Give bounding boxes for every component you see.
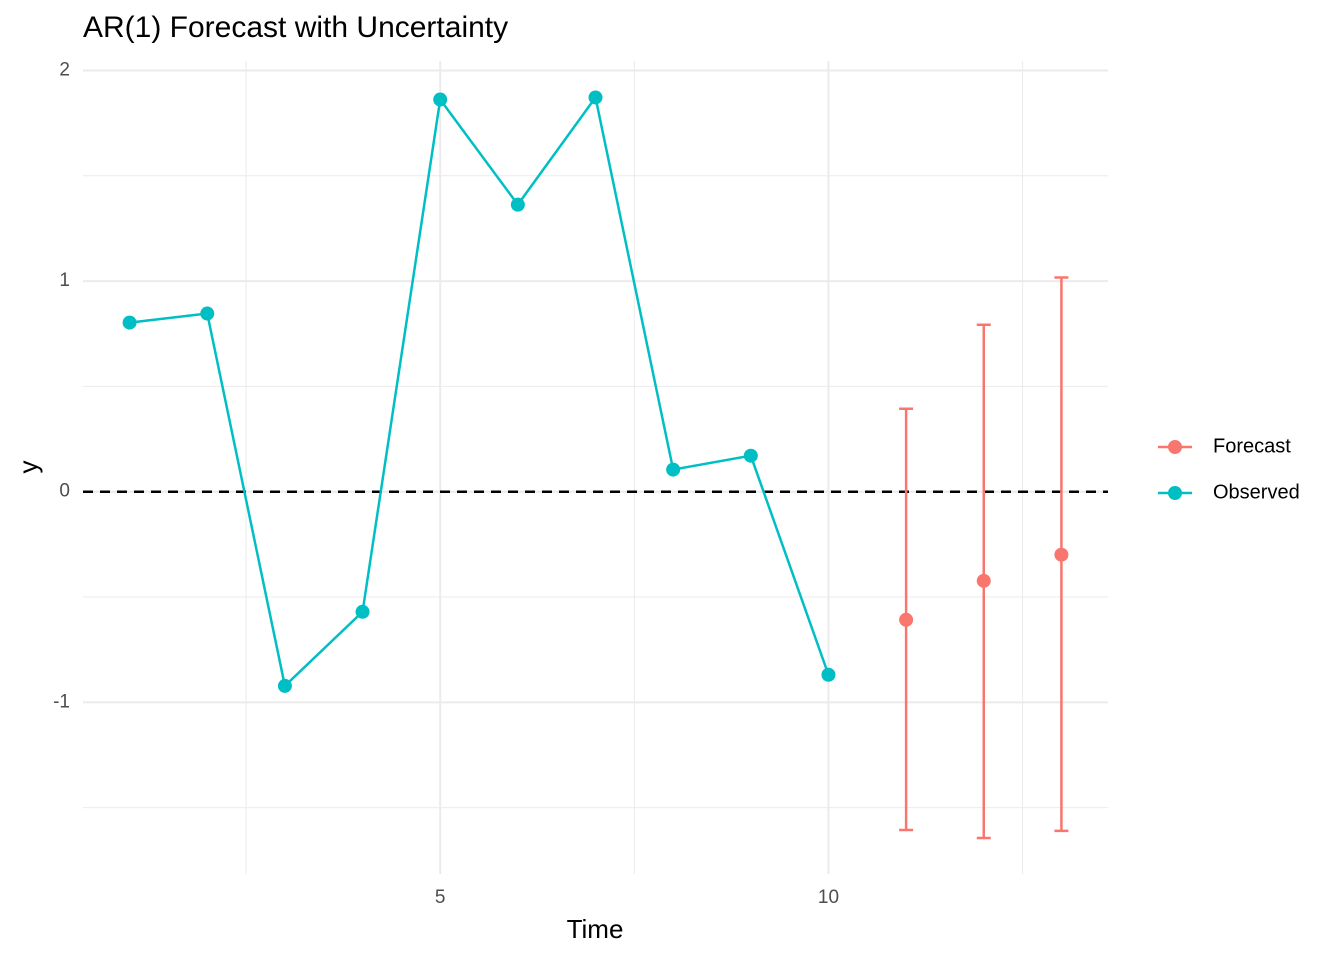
y-tick-label: 0 xyxy=(59,481,70,502)
x-tick-label: 10 xyxy=(818,887,839,908)
point xyxy=(122,315,137,330)
legend-label: Forecast xyxy=(1213,435,1291,457)
chart-title: AR(1) Forecast with Uncertainty xyxy=(83,11,508,44)
y-tick-label: -1 xyxy=(53,691,70,712)
legend-key-point xyxy=(1168,486,1182,500)
y-tick-label: 2 xyxy=(59,59,70,80)
x-tick-label: 5 xyxy=(435,887,446,908)
point xyxy=(821,667,836,682)
series-line xyxy=(129,94,830,689)
x-axis-title: Time xyxy=(567,914,624,944)
point xyxy=(743,448,758,463)
point xyxy=(277,678,292,693)
y-tick-label: 1 xyxy=(59,270,70,291)
point xyxy=(200,306,215,321)
point xyxy=(510,197,525,212)
legend-label: Observed xyxy=(1213,481,1300,503)
point xyxy=(355,604,370,619)
point xyxy=(976,573,991,588)
point xyxy=(899,612,914,627)
y-axis-title: y xyxy=(13,461,43,474)
legend-key-point xyxy=(1168,440,1182,454)
point xyxy=(433,92,448,107)
point xyxy=(588,90,603,105)
point xyxy=(666,462,681,477)
point xyxy=(1054,547,1069,562)
